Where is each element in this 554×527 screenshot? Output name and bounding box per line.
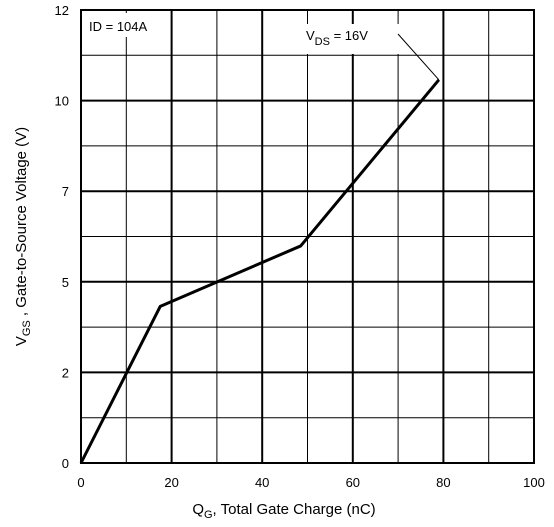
vds-annotation-rest: = 16V <box>330 28 368 43</box>
x-tick-label: 0 <box>77 475 84 490</box>
x-axis-title-rest: , Total Gate Charge (nC) <box>213 501 376 518</box>
y-tick-label: 0 <box>62 456 69 471</box>
y-tick-label: 10 <box>55 94 69 109</box>
vds-annotation-leader <box>397 33 440 81</box>
x-axis-title-q: Q <box>192 501 204 518</box>
y-tick-label: 7 <box>62 184 69 199</box>
series-layer <box>79 78 441 464</box>
id-annotation-box <box>85 13 165 37</box>
x-tick-label: 60 <box>346 475 360 490</box>
x-tick-labels: 0 20 40 60 80 100 <box>77 475 544 490</box>
y-axis-title-rest: , Gate-to-Source Voltage (V) <box>13 127 30 320</box>
x-axis-title-sub: G <box>204 509 213 521</box>
id-annotation-prefix: I <box>89 19 93 34</box>
id-annotation: ID = 104A <box>89 19 148 34</box>
x-tick-label: 20 <box>164 475 178 490</box>
id-annotation-rest: D = 104A <box>93 19 148 34</box>
y-tick-label: 2 <box>62 365 69 380</box>
x-axis-title: QG, Total Gate Charge (nC) <box>192 501 375 521</box>
vds-annotation-v: V <box>306 28 315 43</box>
y-axis-title-v: V <box>13 336 30 346</box>
x-tick-label: 40 <box>255 475 269 490</box>
y-tick-labels: 0 2 5 7 10 12 <box>55 3 69 471</box>
y-tick-label: 12 <box>55 3 69 18</box>
x-tick-label: 100 <box>523 475 545 490</box>
x-tick-label: 80 <box>436 475 450 490</box>
vds-annotation: VDS = 16V <box>306 28 368 48</box>
y-axis-title: VGS , Gate-to-Source Voltage (V) <box>13 127 33 346</box>
vds-annotation-box <box>302 24 400 54</box>
y-axis-title-sub: GS <box>21 320 33 336</box>
vds-annotation-sub: DS <box>315 36 330 48</box>
series-line <box>79 78 441 464</box>
y-tick-label: 5 <box>62 275 69 290</box>
plot-frame <box>80 9 535 464</box>
